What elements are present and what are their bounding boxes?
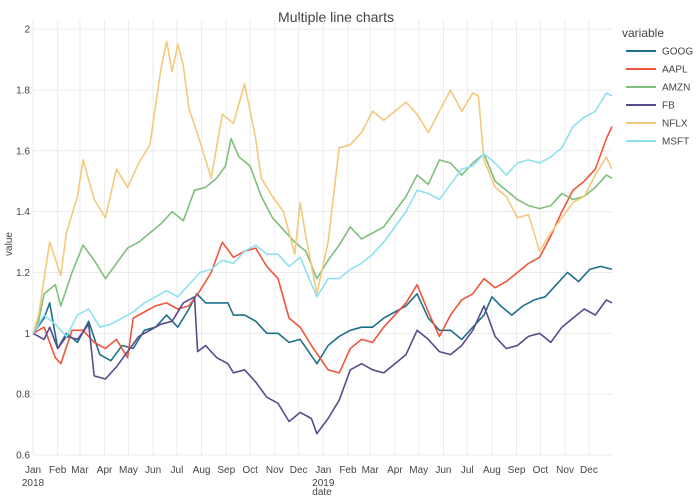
x-tick-label: Feb [339, 465, 357, 476]
series-layer [32, 40, 613, 435]
legend-title: variable [622, 26, 664, 40]
legend-label-amzn: AMZN [662, 83, 690, 94]
x-tick-label: Jul [461, 465, 474, 476]
y-tick-label: 1.8 [16, 85, 30, 96]
x-axis-title: date [312, 487, 332, 498]
x-tick-label: May [119, 465, 138, 476]
y-tick-label: 1.2 [16, 268, 30, 279]
series-line-fb [32, 295, 613, 435]
y-tick-label: 1 [24, 329, 30, 340]
x-tick-label: Nov [266, 465, 284, 476]
series-line-nflx [32, 40, 613, 334]
x-tick-label: Feb [49, 465, 67, 476]
legend-label-goog: GOOG [662, 47, 693, 58]
chart-title: Multiple line charts [278, 9, 394, 25]
x-tick-label: May [409, 465, 428, 476]
x-tick-label: Sep [508, 465, 526, 476]
y-axis: 0.6 0.8 1 1.2 1.4 1.6 1.8 2 [16, 25, 30, 462]
x-tick-label: Jun [145, 465, 161, 476]
x-tick-label: Jun [435, 465, 451, 476]
y-tick-label: 0.8 [16, 390, 30, 401]
x-tick-year-label: 2019 [312, 478, 335, 489]
x-tick-label: Dec [290, 465, 308, 476]
x-tick-label: Aug [483, 465, 501, 476]
y-tick-label: 0.6 [16, 451, 30, 462]
legend-label-msft: MSFT [662, 137, 689, 148]
x-tick-label: Oct [242, 465, 258, 476]
series-line-aapl [32, 126, 613, 374]
y-tick-label: 1.6 [16, 146, 30, 157]
x-tick-label: Mar [362, 465, 380, 476]
x-tick-label: Apr [387, 465, 403, 476]
y-tick-label: 1.4 [16, 207, 30, 218]
legend-label-fb: FB [662, 101, 675, 112]
x-tick-label: Oct [533, 465, 549, 476]
x-tick-label: Jan [25, 465, 41, 476]
grid-layer [32, 20, 612, 456]
x-tick-label: Aug [193, 465, 211, 476]
x-tick-label: Sep [217, 465, 235, 476]
x-tick-year-label: 2018 [22, 478, 45, 489]
x-tick-label: Jan [315, 465, 331, 476]
x-tick-label: Apr [97, 465, 113, 476]
x-tick-label: Mar [71, 465, 89, 476]
x-axis: Jan 2018 Feb Mar Apr May Jun Jul Aug Sep Oct Nov Dec… [22, 465, 598, 489]
series-line-goog [32, 265, 613, 365]
legend-label-aapl: AAPL [662, 65, 688, 76]
legend-label-nflx: NFLX [662, 119, 688, 130]
y-axis-title: value [4, 232, 15, 256]
legend: variable GOOG AAPL AMZN FB NFLX MSFT [622, 26, 693, 148]
x-tick-label: Nov [556, 465, 574, 476]
y-tick-label: 2 [24, 25, 30, 36]
series-line-msft [32, 92, 613, 338]
x-tick-label: Dec [580, 465, 598, 476]
x-tick-label: Jul [171, 465, 184, 476]
